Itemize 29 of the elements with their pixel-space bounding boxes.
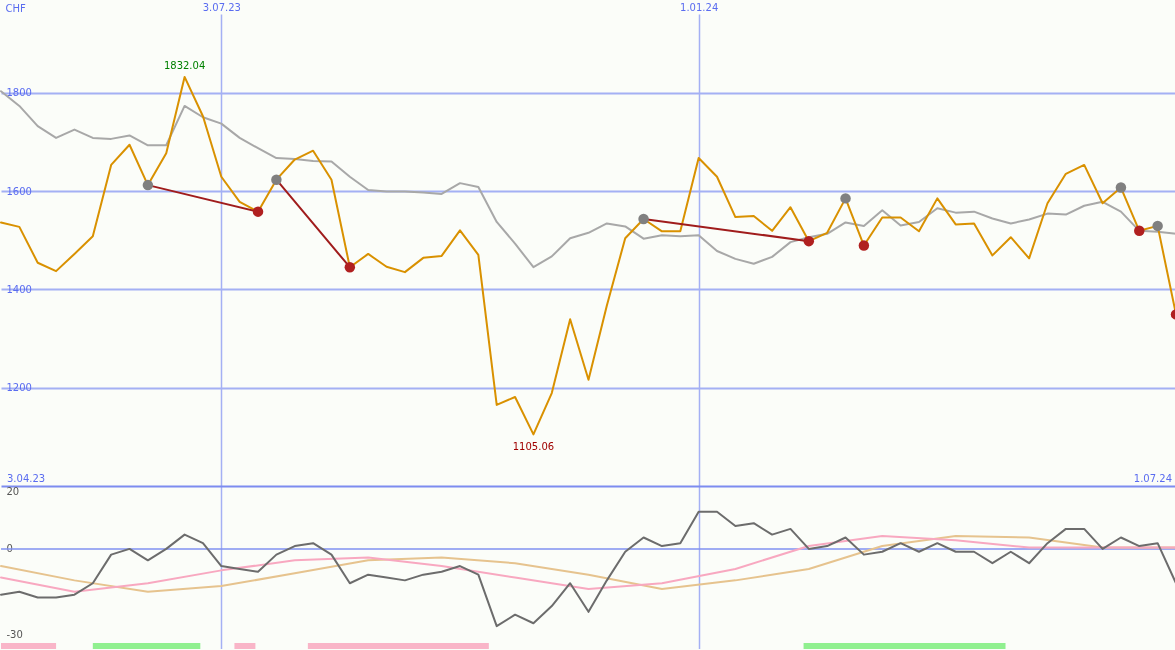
point: [840, 193, 851, 204]
annotation: 1.07.24: [1133, 473, 1172, 484]
y-tick-label: 1800: [6, 87, 32, 99]
point: [1134, 225, 1145, 237]
point: [858, 240, 870, 251]
point: [252, 206, 264, 217]
line-series: [0, 535, 1175, 593]
point: [142, 179, 154, 191]
y-tick-label: 1400: [6, 283, 32, 295]
y-axis-title: CHF: [5, 2, 26, 14]
y-tick-label: 0: [6, 543, 13, 555]
y-tick-label: 20: [6, 486, 20, 498]
point: [271, 174, 282, 185]
line-series: [0, 510, 1175, 628]
point: [1115, 182, 1127, 193]
point: [803, 235, 815, 247]
y-tick-label: 1200: [6, 382, 32, 394]
annotation: 3.04.23: [7, 473, 46, 484]
point: [638, 213, 649, 225]
annotation: 1105.06: [512, 441, 555, 453]
line-series: [0, 75, 1175, 436]
line-series: [0, 90, 1175, 269]
y-tick-label: 1600: [6, 185, 32, 197]
x-tick-label: 1.01.24: [680, 1, 719, 13]
point: [1152, 220, 1163, 232]
x-tick-label: 3.07.23: [202, 1, 241, 13]
y-tick-label: -30: [6, 629, 23, 641]
annotation: 1832.04: [163, 59, 206, 71]
point: [344, 261, 356, 273]
